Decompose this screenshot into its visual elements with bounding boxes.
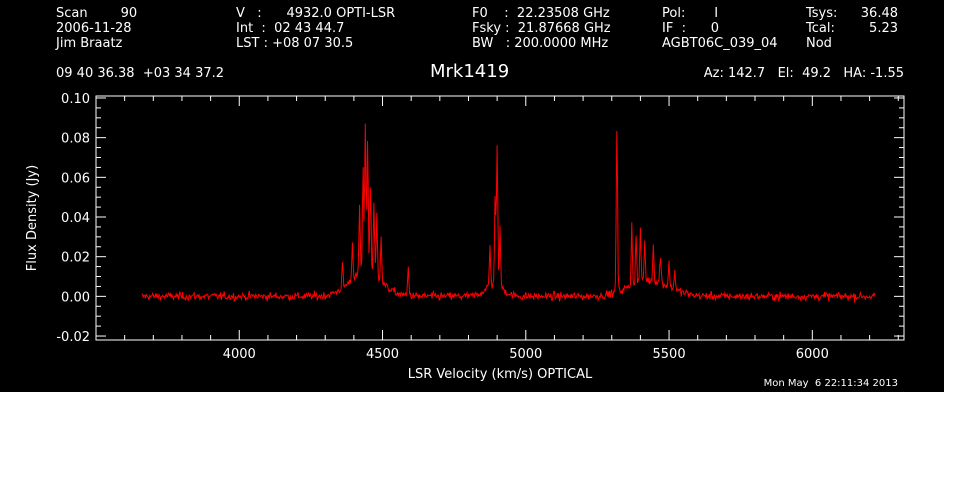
spectrum-series-line [141,123,876,303]
scan-line: Scan 90 [56,6,138,21]
y-tick-label: -0.02 [56,330,90,345]
bandwidth-line: BW : 200.0000 MHz [472,36,609,51]
tcal-value: 5.23 [869,21,898,36]
if-line: IF : 0 [662,21,720,36]
y-tick-label: 0.02 [61,251,90,266]
observer-line: Jim Braatz [56,36,123,51]
plot-timestamp: Mon May 6 22:11:34 2013 [763,378,898,389]
polarization-line: Pol: I [662,6,719,21]
x-tick-label: 5500 [653,347,686,362]
x-tick-label: 5000 [509,347,542,362]
y-tick-label: 0.04 [61,211,90,226]
rest-freq-line: F0 : 22.23508 GHz [472,6,610,21]
plot-window: Scan 90 2006-11-28 Jim Braatz V : 4932.0… [0,0,944,392]
project-line: AGBT06C_039_04 [662,36,778,51]
integration-line: Int : 02 43 44.7 [236,21,345,36]
tsys-value: 36.48 [860,6,898,21]
x-axis-label: LSR Velocity (km/s) OPTICAL [408,367,593,382]
date-line: 2006-11-28 [56,21,132,36]
y-tick-label: 0.06 [61,171,90,186]
procedure-label: Nod [806,36,832,51]
y-tick-label: 0.00 [61,290,90,305]
tsys-label: Tsys: [806,6,838,21]
sky-freq-line: Fsky : 21.87668 GHz [472,21,611,36]
lst-line: LST : +08 07 30.5 [236,36,354,51]
velocity-line: V : 4932.0 OPTI-LSR [236,6,396,21]
y-tick-label: 0.10 [61,92,90,107]
source-coordinates: 09 40 36.38 +03 34 37.2 [56,66,225,81]
source-name: Mrk1419 [430,61,510,82]
y-axis-label: Flux Density (Jy) [25,165,40,271]
spectrum-chart: 4000 4500 5000 5500 6000 -0.02 0.00 0.02 0.04 0.0… [25,92,905,382]
x-tick-label: 4000 [223,347,256,362]
x-tick-label: 6000 [796,347,829,362]
y-tick-label: 0.08 [61,132,90,147]
pointing-info: Az: 142.7 El: 49.2 HA: -1.55 [703,66,904,81]
x-tick-label: 4500 [366,347,399,362]
plot-frame [95,95,905,341]
tcal-label: Tcal: [806,21,835,36]
